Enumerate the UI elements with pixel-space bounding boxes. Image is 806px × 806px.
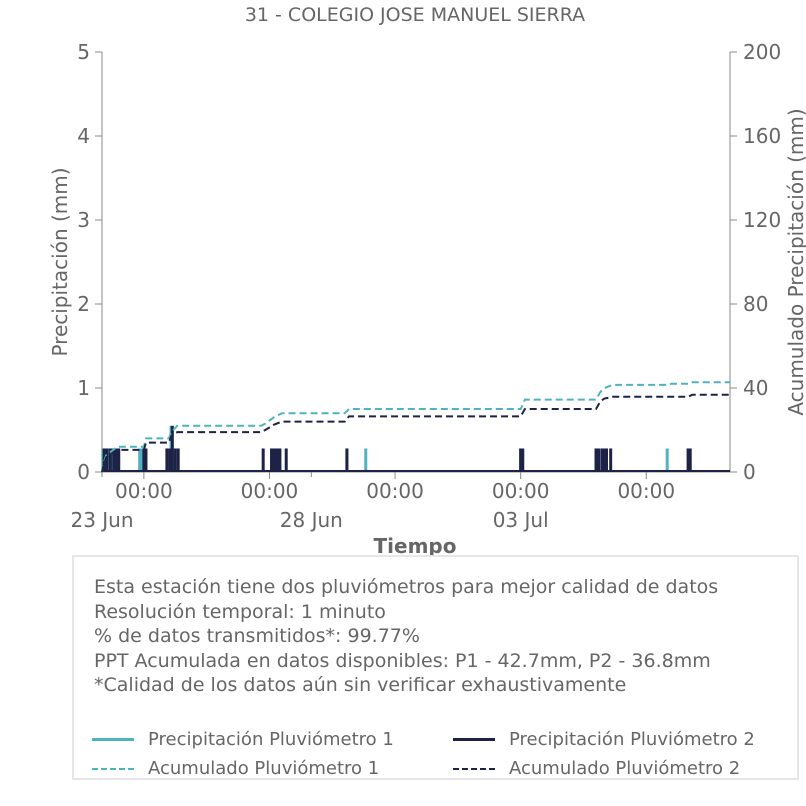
y2-tick-label: 160	[743, 124, 781, 148]
y2-axis-label: Acumulado Precipitación (mm)	[784, 108, 806, 415]
y-tick-label: 0	[77, 460, 90, 484]
x-date-label: 03 Jul	[493, 508, 549, 532]
info-line-dual-gauge: Esta estación tiene dos pluviómetros par…	[94, 576, 719, 598]
y2-tick-label: 200	[743, 40, 781, 64]
legend-swatch-cum-p2	[453, 767, 495, 770]
info-line-quality-note: *Calidad de los datos aún sin verificar …	[94, 674, 627, 696]
x-tick-label: 00:00	[241, 479, 299, 503]
legend-swatch-precip-p2	[453, 738, 495, 741]
legend-item-cum-p1: Acumulado Pluviómetro 1	[92, 758, 379, 779]
y2-tick-label: 40	[743, 376, 768, 400]
chart-marks	[101, 381, 730, 473]
y-tick-label: 5	[77, 40, 90, 64]
legend-item-precip-p1: Precipitación Pluviómetro 1	[92, 729, 394, 750]
x-tick-label: 00:00	[492, 479, 550, 503]
y-axis-label: Precipitación (mm)	[48, 167, 72, 356]
legend-label-cum-p1: Acumulado Pluviómetro 1	[148, 758, 380, 779]
info-text: Esta estación tiene dos pluviómetros par…	[94, 575, 718, 698]
line-series-3	[101, 393, 730, 473]
legend-label-precip-p1: Precipitación Pluviómetro 1	[148, 729, 394, 750]
x-tick-label: 00:00	[617, 479, 675, 503]
info-line-transmitted: % de datos transmitidos*: 99.77%	[94, 625, 420, 647]
x-tick-label: 00:00	[115, 479, 173, 503]
legend-label-precip-p2: Precipitación Pluviómetro 2	[509, 729, 755, 750]
line-series-2	[101, 381, 730, 473]
legend-label-cum-p2: Acumulado Pluviómetro 2	[509, 758, 741, 779]
legend-item-cum-p2: Acumulado Pluviómetro 2	[453, 758, 740, 779]
info-line-accumulated: PPT Acumulada en datos disponibles: P1 -…	[94, 649, 711, 672]
y-tick-label: 1	[77, 376, 90, 400]
info-line-resolution: Resolución temporal: 1 minuto	[94, 600, 386, 623]
x-date-label: 23 Jun	[70, 508, 133, 532]
chart-title: 31 - COLEGIO JOSE MANUEL SIERRA	[245, 4, 585, 26]
chart-axes: 0 1 2 3 4 5 0 40 80 120 160 200 00:00 00:00 00:00 00:00…	[70, 40, 781, 532]
y2-tick-label: 120	[743, 208, 781, 232]
y2-tick-label: 80	[743, 292, 768, 316]
x-tick-label: 00:00	[366, 479, 424, 503]
x-axis-label: Tiempo	[374, 534, 457, 558]
y-tick-label: 4	[77, 124, 90, 148]
x-date-label: 28 Jun	[280, 508, 343, 532]
legend-item-precip-p2: Precipitación Pluviómetro 2	[453, 729, 755, 750]
legend-swatch-cum-p1	[92, 767, 134, 770]
info-box: Esta estación tiene dos pluviómetros par…	[72, 555, 799, 780]
legend-swatch-precip-p1	[92, 738, 134, 741]
rainfall-chart: 31 - COLEGIO JOSE MANUEL SIERRA 0 1 2 3 4 5 0 4…	[48, 4, 806, 558]
y-tick-label: 3	[77, 208, 90, 232]
y-tick-label: 2	[77, 292, 90, 316]
y2-tick-label: 0	[743, 460, 756, 484]
